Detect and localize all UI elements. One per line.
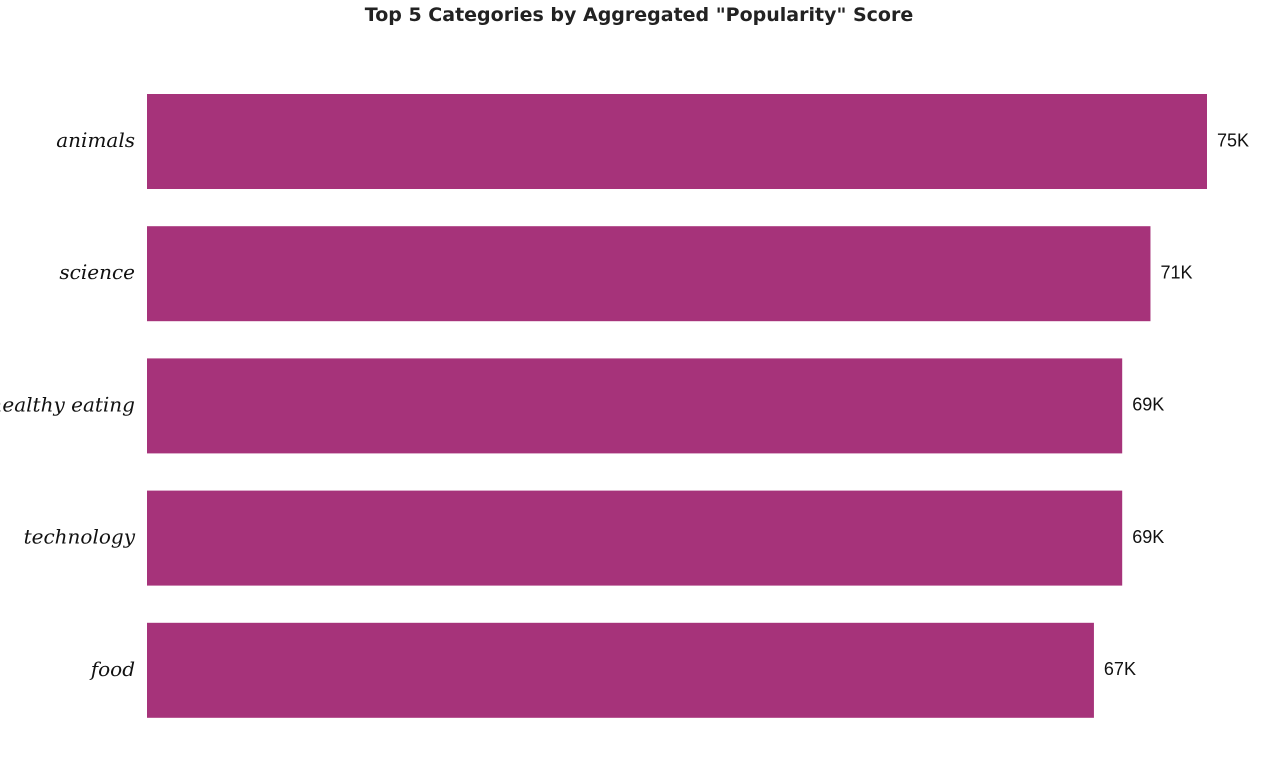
category-label-technology: technology xyxy=(24,525,136,549)
category-labels-layer: animals science healthy eating technology fo… xyxy=(0,128,136,681)
bar-science xyxy=(147,226,1151,322)
bar-food xyxy=(147,622,1094,718)
value-label-healthy-eating: 69K xyxy=(1132,395,1164,415)
value-label-science: 71K xyxy=(1160,262,1192,282)
value-labels-layer: 75K 71K 69K 69K 67K xyxy=(1104,130,1249,679)
category-label-healthy-eating: healthy eating xyxy=(0,392,135,416)
bar-healthy-eating xyxy=(147,358,1123,454)
category-label-animals: animals xyxy=(56,128,135,152)
category-label-science: science xyxy=(59,260,135,284)
value-label-food: 67K xyxy=(1104,659,1136,679)
value-label-animals: 75K xyxy=(1217,130,1249,150)
category-label-food: food xyxy=(89,657,135,681)
value-label-technology: 69K xyxy=(1132,527,1164,547)
chart-title: Top 5 Categories by Aggregated "Populari… xyxy=(365,4,913,26)
bar-animals xyxy=(147,94,1207,189)
bar-technology xyxy=(147,490,1123,586)
bars-layer xyxy=(147,94,1207,718)
